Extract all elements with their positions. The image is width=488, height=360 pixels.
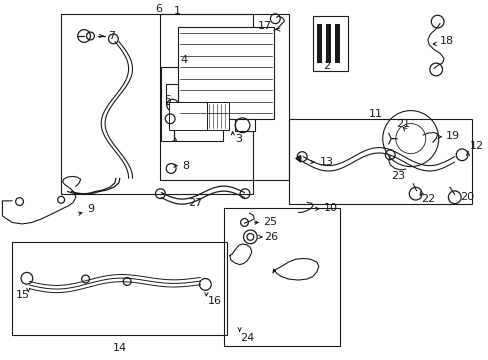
- Bar: [161, 67, 223, 141]
- Bar: [312, 16, 347, 71]
- Text: 21: 21: [395, 119, 409, 129]
- Text: 1: 1: [174, 6, 181, 16]
- Text: 17: 17: [258, 21, 272, 31]
- Text: 8: 8: [182, 161, 189, 171]
- Text: 20: 20: [459, 192, 473, 202]
- Text: 23: 23: [390, 171, 405, 181]
- Text: 26: 26: [264, 232, 278, 242]
- Text: 24: 24: [240, 333, 254, 343]
- Text: 18: 18: [439, 36, 453, 46]
- Text: 27: 27: [188, 198, 203, 208]
- Text: 11: 11: [368, 109, 383, 120]
- Text: 15: 15: [16, 290, 30, 300]
- Text: 4: 4: [181, 55, 188, 66]
- Text: 5: 5: [164, 95, 171, 105]
- Bar: [224, 208, 339, 346]
- Text: 16: 16: [207, 296, 222, 306]
- Bar: [206, 102, 228, 130]
- Bar: [235, 119, 254, 131]
- Text: 9: 9: [87, 204, 94, 214]
- Polygon shape: [295, 156, 300, 162]
- Text: 19: 19: [445, 131, 459, 141]
- Text: 12: 12: [468, 141, 483, 151]
- Bar: [325, 24, 330, 63]
- Bar: [61, 14, 253, 194]
- Bar: [165, 84, 177, 104]
- Text: 6: 6: [155, 4, 162, 14]
- Bar: [334, 24, 339, 63]
- Bar: [289, 119, 471, 204]
- Bar: [168, 102, 206, 130]
- Text: 25: 25: [263, 217, 277, 228]
- Text: 7: 7: [108, 31, 116, 41]
- Bar: [177, 27, 273, 119]
- Text: 3: 3: [234, 134, 241, 144]
- Text: 10: 10: [324, 203, 338, 213]
- Bar: [160, 14, 288, 180]
- Text: 22: 22: [421, 194, 435, 204]
- Text: 2: 2: [322, 61, 329, 71]
- Bar: [316, 24, 321, 63]
- Text: 14: 14: [113, 343, 126, 354]
- Bar: [12, 242, 227, 335]
- Text: 13: 13: [319, 157, 333, 167]
